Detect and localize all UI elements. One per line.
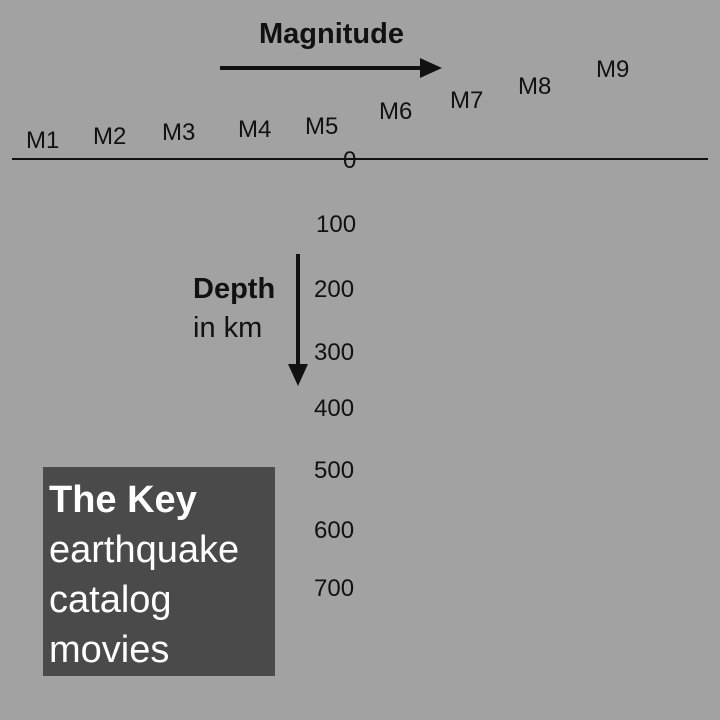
depth-title: Depth: [193, 273, 276, 305]
magnitude-label-m3: M3: [162, 119, 196, 146]
key-line-3: movies: [49, 629, 170, 671]
key-title: The Key: [49, 479, 197, 521]
key-line-2: catalog: [49, 579, 172, 621]
surface-line: [12, 158, 708, 160]
magnitude-label-m9: M9: [596, 56, 630, 83]
magnitude-label-m6: M6: [379, 98, 413, 125]
depth-label-500: 500: [314, 457, 355, 484]
depth-label-400: 400: [314, 395, 355, 422]
depth-unit: in km: [193, 312, 263, 344]
magnitude-label-m2: M2: [93, 123, 127, 150]
magnitude-label-m8: M8: [518, 73, 552, 100]
depth-label-200: 200: [314, 276, 355, 303]
depth-label-700: 700: [314, 575, 355, 602]
depth-label-100: 100: [316, 211, 357, 238]
magnitude-label-m4: M4: [238, 116, 272, 143]
magnitude-arrow: [220, 58, 442, 78]
depth-label-0: 0: [343, 147, 357, 174]
depth-label-300: 300: [314, 339, 355, 366]
magnitude-label-m7: M7: [450, 87, 484, 114]
key-box: The Key earthquake catalog movies: [43, 467, 275, 676]
key-line-1: earthquake: [49, 529, 240, 571]
magnitude-label-m1: M1: [26, 127, 60, 154]
magnitude-label-m5: M5: [305, 113, 339, 140]
depth-arrow: [288, 254, 308, 386]
depth-label-600: 600: [314, 517, 355, 544]
magnitude-title: Magnitude: [259, 18, 404, 50]
